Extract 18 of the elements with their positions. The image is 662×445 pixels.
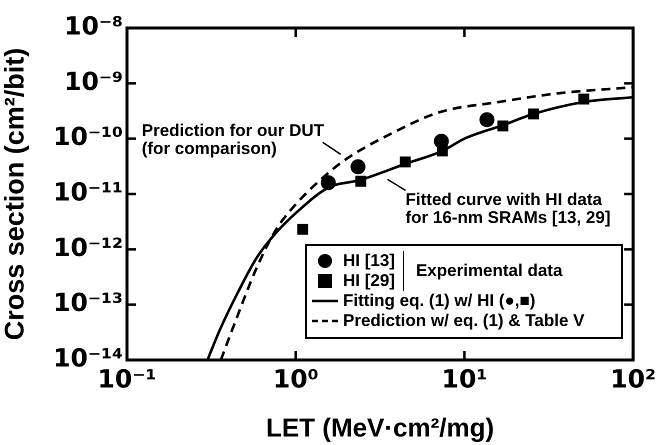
y-tick-label: 10⁻¹⁰ <box>53 122 123 152</box>
y-tick-label: 10⁻⁸ <box>64 12 123 40</box>
y-tick-label: 10⁻¹¹ <box>53 178 123 206</box>
annotation: Prediction for our DUT (for comparison) <box>142 121 325 158</box>
x-axis-title: LET (MeV·cm²/mg) <box>266 412 494 443</box>
legend-label: Prediction w/ eq. (1) & Table V <box>343 311 585 331</box>
annotation: Fitted curve with HI data for 16-nm SRAMs [13, 29] <box>406 190 611 228</box>
y-tick-label: 10⁻⁹ <box>64 66 123 96</box>
legend-label: Fitting eq. (1) w/ HI (●,■) <box>343 291 536 311</box>
y-tick-label: 10⁻¹³ <box>53 288 123 318</box>
legend-label: HI [29] <box>343 271 395 291</box>
y-axis-title: Cross section (cm²/bit) <box>0 48 30 340</box>
x-tick-label: 10⁰ <box>272 364 319 394</box>
x-tick-label: 10² <box>610 364 656 394</box>
y-tick-label: 10⁻¹² <box>53 232 123 262</box>
legend-label: HI [13] <box>343 251 395 271</box>
legend-title: Experimental data <box>416 261 562 281</box>
x-tick-label: 10¹ <box>442 364 488 394</box>
